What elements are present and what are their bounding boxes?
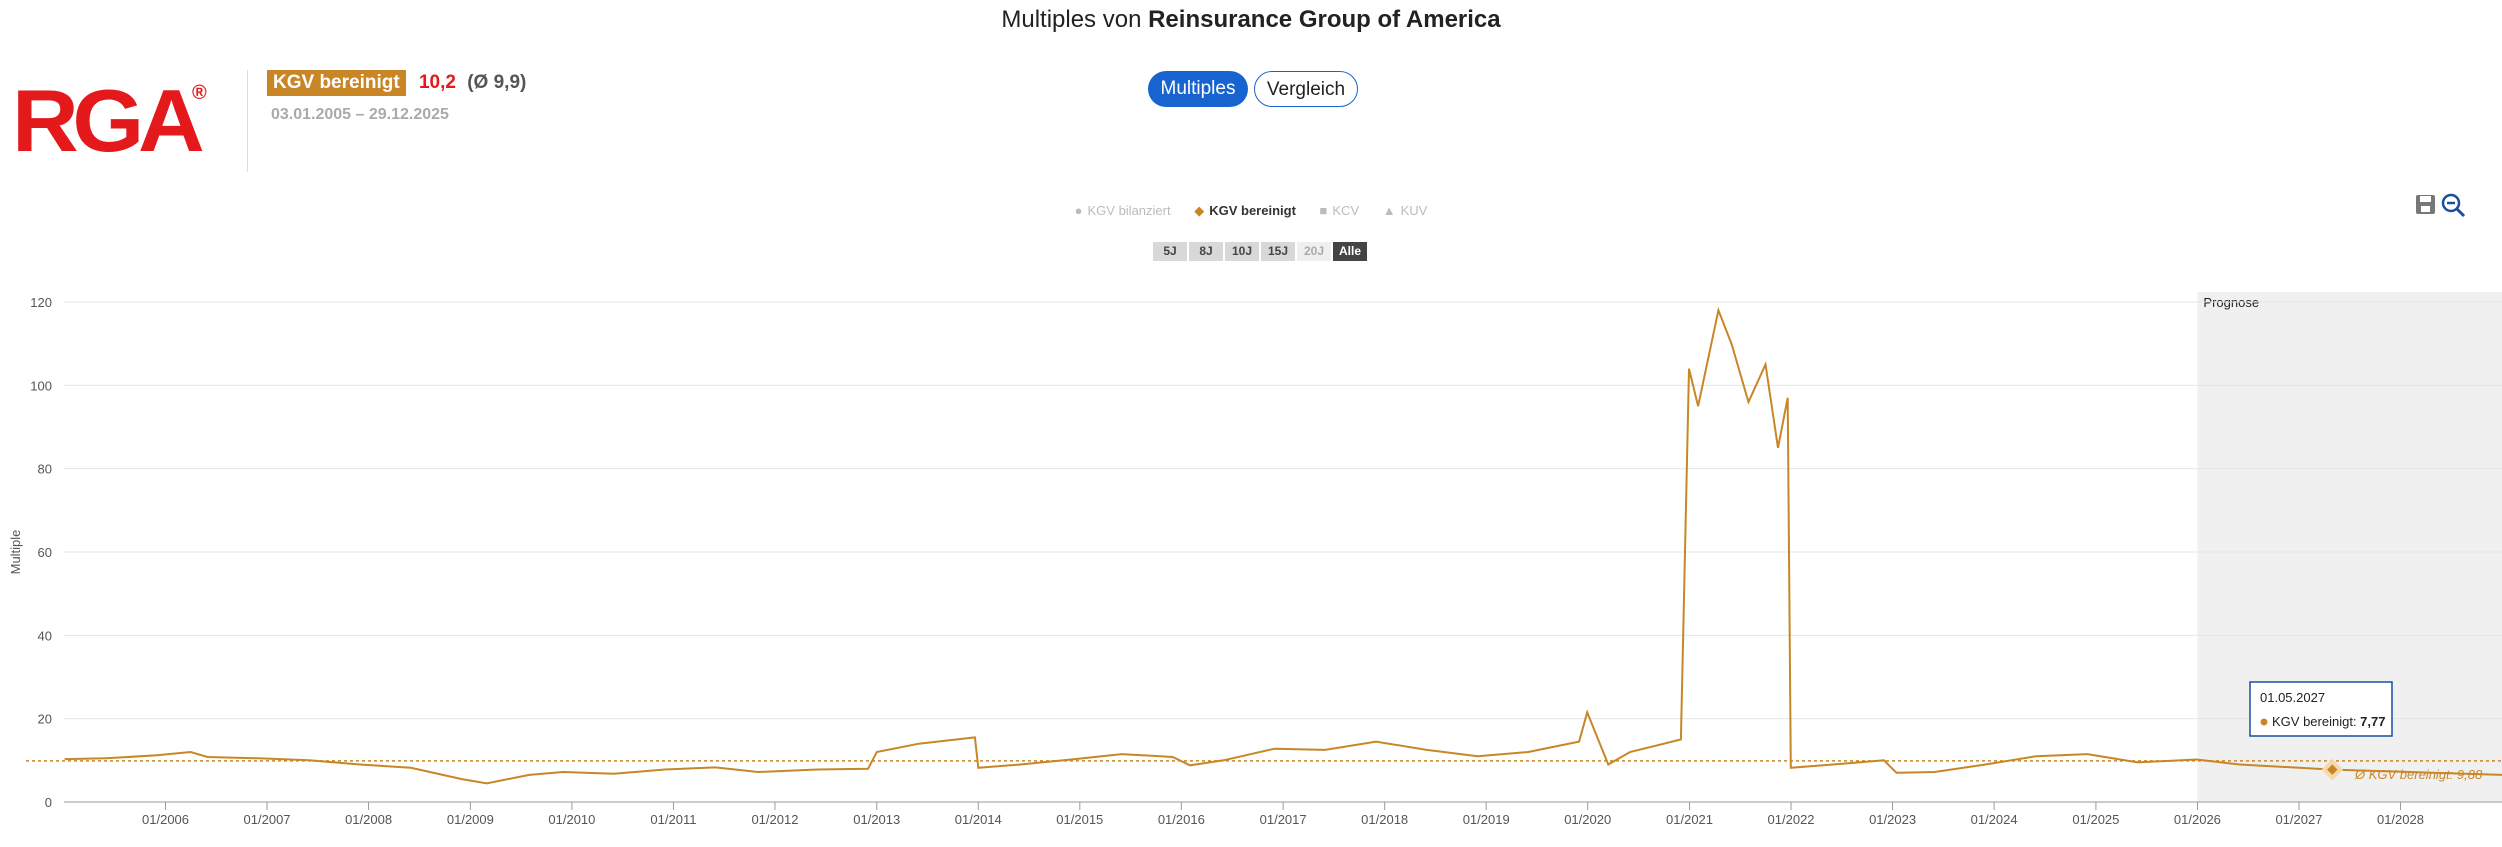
x-tick-label: 01/2024	[1971, 812, 2018, 827]
x-axis-ticks: 01/2006 01/2007 01/2008 01/2009 01/2010 01/20…	[142, 802, 2424, 827]
metric-label-badge: KGV bereinigt	[267, 70, 406, 96]
diamond-marker-icon: ◆	[1194, 203, 1205, 218]
tooltip-series-name: KGV bereinigt	[2272, 714, 2353, 729]
chart-tools	[2414, 192, 2474, 218]
logo-registered-mark: ®	[192, 82, 207, 104]
tooltip-series-dot	[2260, 718, 2268, 726]
legend-item-kgv-bilanziert[interactable]: ● KGV bilanziert	[1075, 203, 1171, 218]
x-tick-label: 01/2006	[142, 812, 189, 827]
x-tick-label: 01/2027	[2275, 812, 2322, 827]
page-title-company: Reinsurance Group of America	[1148, 6, 1501, 33]
x-tick-label: 01/2021	[1666, 812, 1713, 827]
range-alle-button[interactable]: Alle	[1333, 242, 1367, 261]
tooltip-date: 01.05.2027	[2260, 690, 2325, 705]
legend-label: KUV	[1400, 203, 1428, 218]
legend-item-kcv[interactable]: ■ KCV	[1320, 203, 1360, 218]
x-tick-label: 01/2015	[1056, 812, 1103, 827]
circle-marker-icon: ●	[1074, 203, 1083, 218]
metric-date-range: 03.01.2005 – 29.12.2025	[271, 106, 449, 123]
chart-tooltip: 01.05.2027 KGV bereinigt: 7,77	[2249, 681, 2393, 737]
x-tick-label: 01/2018	[1361, 812, 1408, 827]
y-axis-label: Multiple	[8, 530, 23, 575]
chart-tool-svg	[2416, 193, 2466, 218]
company-logo: RGA ®	[12, 71, 212, 170]
x-tick-label: 01/2020	[1564, 812, 1611, 827]
x-tick-label: 01/2014	[955, 812, 1002, 827]
tooltip-box	[2249, 681, 2393, 737]
zoom-out-icon[interactable]	[2441, 193, 2466, 218]
header-divider	[247, 70, 248, 172]
x-tick-label: 01/2012	[751, 812, 798, 827]
y-tick-label: 40	[38, 628, 52, 643]
x-tick-label: 01/2028	[2377, 812, 2424, 827]
legend-item-kgv-bereinigt[interactable]: ◆ KGV bereinigt	[1194, 203, 1296, 219]
x-tick-label: 01/2008	[345, 812, 392, 827]
y-tick-label: 60	[38, 545, 52, 560]
page-title-prefix: Multiples von	[1001, 6, 1142, 33]
grid-lines	[64, 301, 2502, 803]
square-marker-icon: ■	[1319, 203, 1328, 218]
y-tick-label: 0	[45, 795, 52, 810]
vergleich-button[interactable]: Vergleich	[1254, 71, 1358, 107]
x-tick-label: 01/2026	[2174, 812, 2221, 827]
average-line-label: Ø KGV bereinigt: 9,88	[2354, 767, 2483, 782]
tooltip-value: 7,77	[2360, 714, 2385, 729]
x-tick-label: 01/2007	[244, 812, 291, 827]
y-tick-label: 80	[38, 462, 52, 477]
metric-average: (Ø 9,9)	[467, 72, 527, 93]
series-line-kgv-bereinigt	[64, 306, 2502, 785]
x-tick-label: 01/2010	[548, 812, 595, 827]
triangle-marker-icon: ▲	[1382, 203, 1396, 218]
range-20j-button: 20J	[1297, 242, 1331, 261]
legend-label: KGV bereinigt	[1209, 203, 1296, 218]
metric-value: 10,2	[418, 72, 456, 93]
range-selector: 5J 8J 10J 15J 20J Alle	[1153, 242, 1369, 261]
tooltip-point-marker[interactable]	[2321, 758, 2344, 781]
x-tick-label: 01/2011	[650, 812, 696, 827]
range-15j-button[interactable]: 15J	[1261, 242, 1295, 261]
range-8j-button[interactable]: 8J	[1189, 242, 1223, 261]
tooltip-value-line: KGV bereinigt: 7,77	[2272, 714, 2385, 729]
legend-label: KCV	[1332, 203, 1360, 218]
save-icon[interactable]	[2416, 195, 2435, 214]
legend-label: KGV bilanziert	[1087, 203, 1171, 218]
y-tick-label: 100	[30, 378, 52, 393]
y-tick-label: 20	[38, 712, 52, 727]
tooltip-colon: :	[2353, 714, 2360, 729]
metric-summary: KGV bereinigt 10,2 (Ø 9,9)	[267, 70, 526, 96]
x-tick-label: 01/2025	[2072, 812, 2119, 827]
page-title: Multiples von Reinsurance Group of Ameri…	[0, 6, 2502, 34]
multiples-button[interactable]: Multiples	[1148, 71, 1248, 107]
x-tick-label: 01/2019	[1463, 812, 1510, 827]
y-axis-ticks: 0 20 40 60 80 100 120	[30, 295, 52, 810]
range-10j-button[interactable]: 10J	[1225, 242, 1259, 261]
logo-text: RGA	[12, 71, 205, 170]
x-tick-label: 01/2023	[1869, 812, 1916, 827]
y-tick-label: 120	[30, 295, 52, 310]
x-tick-label: 01/2017	[1260, 812, 1307, 827]
chart-legend: ● KGV bilanziert ◆ KGV bereinigt ■ KCV ▲ KUV	[0, 203, 2502, 219]
legend-item-kuv[interactable]: ▲ KUV	[1383, 203, 1428, 218]
range-5j-button[interactable]: 5J	[1153, 242, 1187, 261]
x-tick-label: 01/2022	[1768, 812, 1815, 827]
x-tick-label: 01/2009	[447, 812, 494, 827]
x-tick-label: 01/2016	[1158, 812, 1205, 827]
x-tick-label: 01/2013	[853, 812, 900, 827]
